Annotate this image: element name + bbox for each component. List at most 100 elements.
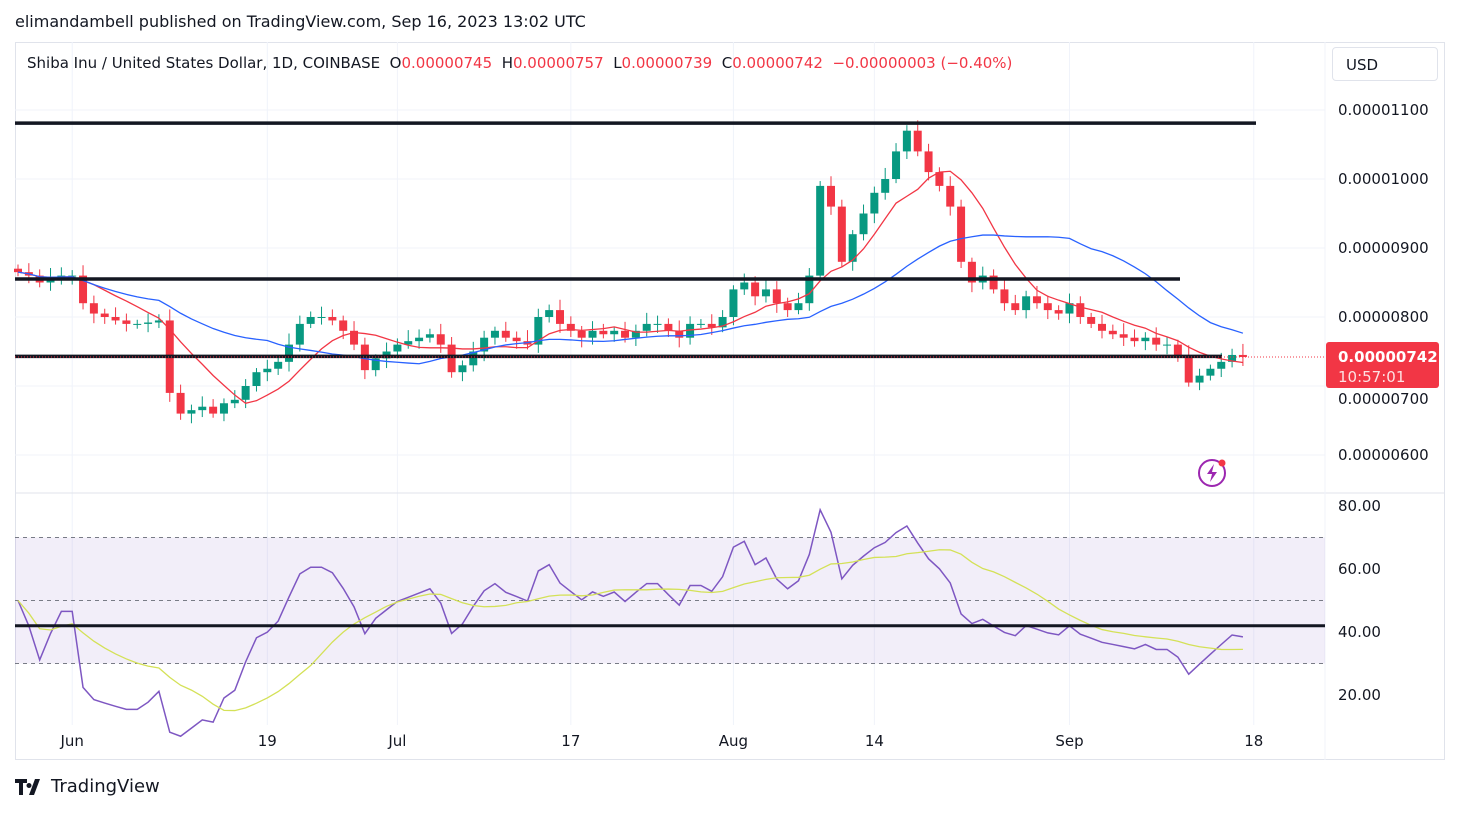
- high-label: H: [501, 54, 513, 72]
- rsi-axis-label: 60.00: [1338, 560, 1381, 578]
- candle-body: [881, 179, 890, 193]
- time-axis-label: Jul: [387, 732, 406, 750]
- candle-body: [317, 317, 326, 318]
- candle-body: [621, 330, 630, 338]
- candle-body: [967, 261, 976, 283]
- candle-body: [718, 317, 727, 328]
- candle-body: [946, 185, 955, 207]
- candle-body: [1152, 337, 1161, 345]
- close-value: 0.00000742: [732, 54, 823, 72]
- candle-body: [816, 185, 825, 276]
- candle-body: [425, 334, 434, 338]
- time-axis-label: Aug: [719, 732, 748, 750]
- candle-body: [176, 392, 185, 414]
- candle-body: [892, 151, 901, 179]
- candle-body: [122, 320, 131, 324]
- candle-body: [1076, 303, 1085, 317]
- candle-body: [79, 275, 88, 304]
- tradingview-logo[interactable]: TradingView: [15, 776, 160, 797]
- candle-body: [198, 406, 207, 411]
- chart-frame[interactable]: [15, 42, 1445, 760]
- candle-body: [350, 330, 359, 345]
- candle-body: [230, 399, 239, 404]
- candle-body: [1195, 375, 1204, 383]
- candle-body: [469, 351, 478, 366]
- candle-body: [89, 303, 98, 314]
- time-axis-label: 18: [1244, 732, 1263, 750]
- candle-body: [154, 320, 163, 323]
- candle-body: [1087, 317, 1096, 324]
- candle-body: [144, 322, 153, 324]
- price-axis-label: 0.00000600: [1338, 446, 1429, 464]
- candle-body: [935, 172, 944, 186]
- time-axis-label: Jun: [59, 732, 83, 750]
- rsi-axis-label: 80.00: [1338, 497, 1381, 515]
- candle-body: [794, 303, 803, 311]
- candle-body: [837, 206, 846, 262]
- rsi-ma-line: [17, 549, 1243, 712]
- open-label: O: [389, 54, 402, 72]
- candle-body: [848, 234, 857, 262]
- candle-body: [577, 330, 586, 338]
- lightning-bolt-icon: [1207, 464, 1217, 482]
- publisher-line: elimandambell published on TradingView.c…: [15, 12, 586, 31]
- rsi-axis-label: 20.00: [1338, 686, 1381, 704]
- candle-body: [859, 213, 868, 235]
- candle-body: [870, 192, 879, 214]
- candle-body: [241, 386, 250, 400]
- candle-body: [295, 323, 304, 345]
- candle-body: [740, 282, 749, 290]
- candle-body: [1000, 289, 1009, 304]
- candle-body: [1043, 303, 1052, 311]
- candle-body: [1032, 296, 1041, 304]
- candle-body: [1054, 310, 1063, 314]
- candle-body: [902, 130, 911, 152]
- candle-body: [1108, 330, 1117, 335]
- price-axis-label: 0.00000700: [1338, 390, 1429, 408]
- candle-body: [686, 323, 695, 338]
- price-axis-label: 0.00001000: [1338, 170, 1429, 188]
- candle-body: [209, 406, 218, 414]
- close-label: C: [721, 54, 733, 72]
- candle-body: [490, 330, 499, 338]
- candle-body: [924, 151, 933, 173]
- ma-fast-line: [17, 170, 1244, 404]
- candle-body: [642, 323, 651, 331]
- candle-body: [501, 330, 510, 338]
- candle-body: [14, 268, 22, 273]
- candle-body: [588, 330, 597, 338]
- candle-body: [545, 310, 554, 317]
- candle-body: [100, 313, 109, 317]
- candle-body: [707, 323, 716, 328]
- countdown-value: 10:57:01: [1338, 368, 1405, 386]
- candle-body: [371, 358, 380, 371]
- time-axis-label: 14: [865, 732, 884, 750]
- candle-body: [1206, 368, 1215, 376]
- candle-body: [1141, 337, 1150, 342]
- currency-button[interactable]: USD: [1332, 47, 1438, 81]
- candle-body: [599, 330, 608, 335]
- candle-body: [404, 341, 413, 345]
- candle-body: [566, 323, 575, 331]
- time-axis-label: Sep: [1055, 732, 1083, 750]
- time-axis-label: 17: [561, 732, 580, 750]
- brand-name: TradingView: [51, 776, 160, 797]
- candle-body: [675, 330, 684, 338]
- price-axis-label: 0.00001100: [1338, 101, 1429, 119]
- tradingview-logo-icon: [15, 778, 40, 795]
- candle-body: [480, 337, 489, 352]
- candle-body: [393, 344, 402, 352]
- candle-body: [783, 303, 792, 311]
- candle-body: [252, 372, 261, 386]
- candle-body: [1228, 354, 1237, 362]
- candle-body: [263, 368, 272, 373]
- high-value: 0.00000757: [512, 54, 604, 72]
- candle-body: [1022, 296, 1031, 311]
- candle-body: [957, 206, 966, 262]
- candle-body: [696, 323, 705, 325]
- candle-body: [1065, 303, 1074, 314]
- candle-body: [1119, 334, 1128, 338]
- candle-body: [664, 323, 673, 331]
- candle-body: [989, 275, 998, 290]
